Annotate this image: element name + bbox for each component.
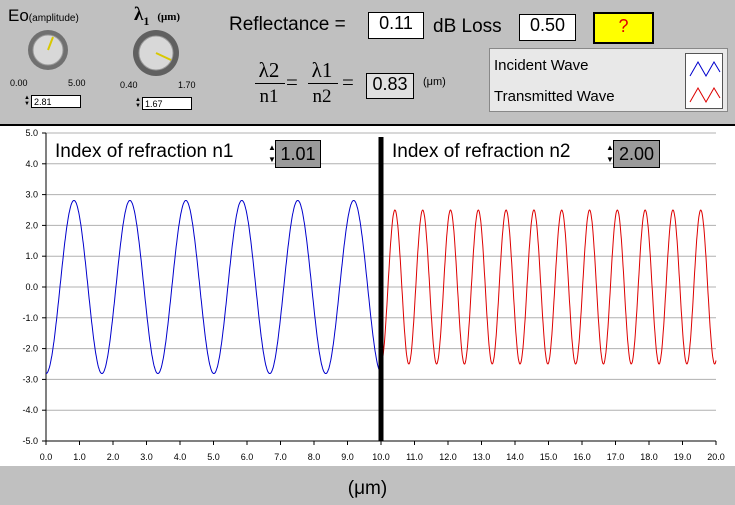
x-tick-label: 17.0 xyxy=(607,452,625,462)
legend-swatches xyxy=(685,53,723,109)
reflectance-label: Reflectance = xyxy=(229,14,346,35)
n2-label: Index of refraction n2 xyxy=(392,141,571,163)
x-tick-label: 12.0 xyxy=(439,452,457,462)
wave-chart: 5.04.03.02.01.00.0-1.0-2.0-3.0-4.0-5.00.… xyxy=(22,128,725,462)
eo-label: Eo(amplitude) xyxy=(8,6,79,25)
lambda1-value-field[interactable]: 1.67 xyxy=(142,97,192,110)
y-tick-label: -4.0 xyxy=(22,405,38,415)
lambda1-numerator: λ1 xyxy=(311,58,333,82)
x-tick-label: 2.0 xyxy=(107,452,120,462)
x-tick-label: 19.0 xyxy=(674,452,692,462)
x-tick-label: 11.0 xyxy=(406,452,423,462)
lambda2-numerator: λ2 xyxy=(258,58,280,82)
lambda1-label: λ1 (μm) xyxy=(134,4,181,28)
x-tick-label: 18.0 xyxy=(640,452,658,462)
dbloss-label: dB Loss xyxy=(433,16,502,37)
n2-denominator: n2 xyxy=(312,86,332,107)
n1-label: Index of refraction n1 xyxy=(55,141,234,163)
y-tick-label: -1.0 xyxy=(22,313,38,323)
equals-sign-2: = xyxy=(342,70,354,94)
y-tick-label: 4.0 xyxy=(25,159,38,169)
y-tick-label: 1.0 xyxy=(25,251,38,261)
lambda1-max-label: 1.70 xyxy=(178,80,196,90)
reflectance-value: 0.11 xyxy=(368,12,424,39)
x-axis-unit-label: (μm) xyxy=(347,478,388,499)
legend-incident-swatch xyxy=(689,60,721,78)
fraction-bar-left xyxy=(255,83,285,84)
wavelength-ratio-value: 0.83 xyxy=(366,73,414,99)
x-tick-label: 5.0 xyxy=(207,452,220,462)
y-tick-label: -5.0 xyxy=(22,436,38,446)
legend-transmitted-label: Transmitted Wave xyxy=(494,88,615,105)
y-tick-label: 5.0 xyxy=(25,128,38,138)
x-tick-label: 10.0 xyxy=(372,452,390,462)
x-tick-label: 13.0 xyxy=(473,452,491,462)
n2-value-field[interactable]: 2.00 xyxy=(613,140,660,168)
x-tick-label: 7.0 xyxy=(274,452,287,462)
eo-knob[interactable] xyxy=(26,28,70,72)
x-tick-label: 20.0 xyxy=(707,452,725,462)
x-tick-label: 9.0 xyxy=(341,452,354,462)
x-tick-label: 0.0 xyxy=(40,452,53,462)
eo-spinner[interactable]: ▲ ▼ xyxy=(24,95,30,107)
n1-denominator: n1 xyxy=(259,86,279,107)
x-tick-label: 4.0 xyxy=(174,452,187,462)
fraction-bar-right xyxy=(308,83,338,84)
lambda1-min-label: 0.40 xyxy=(120,80,138,90)
eo-value-field[interactable]: 2.81 xyxy=(31,95,81,108)
y-tick-label: -3.0 xyxy=(22,374,38,384)
x-tick-label: 16.0 xyxy=(573,452,591,462)
lambda1-spinner[interactable]: ▲ ▼ xyxy=(135,97,141,109)
y-tick-label: 0.0 xyxy=(25,282,38,292)
x-tick-label: 14.0 xyxy=(506,452,524,462)
x-tick-label: 15.0 xyxy=(540,452,558,462)
eo-min-label: 0.00 xyxy=(10,78,28,88)
x-tick-label: 6.0 xyxy=(241,452,254,462)
dbloss-value: 0.50 xyxy=(519,14,576,41)
plot-area xyxy=(0,124,735,466)
legend-incident-label: Incident Wave xyxy=(494,57,589,74)
incident-wave-line xyxy=(46,200,382,374)
help-button[interactable]: ? xyxy=(593,12,654,44)
n1-value-field[interactable]: 1.01 xyxy=(275,140,321,168)
equals-sign-1: = xyxy=(286,70,298,94)
eo-max-label: 5.00 xyxy=(68,78,86,88)
n2-spinner[interactable]: ▲ ▼ xyxy=(606,143,614,164)
ratio-unit: (μm) xyxy=(423,76,446,88)
y-tick-label: -2.0 xyxy=(22,344,38,354)
lambda1-knob[interactable] xyxy=(131,28,181,78)
x-tick-label: 3.0 xyxy=(140,452,153,462)
n1-spinner[interactable]: ▲ ▼ xyxy=(268,143,276,164)
x-tick-label: 1.0 xyxy=(73,452,86,462)
transmitted-wave-line xyxy=(380,209,717,365)
legend-transmitted-swatch xyxy=(689,86,721,104)
y-tick-label: 3.0 xyxy=(25,190,38,200)
x-tick-label: 8.0 xyxy=(308,452,321,462)
y-tick-label: 2.0 xyxy=(25,220,38,230)
